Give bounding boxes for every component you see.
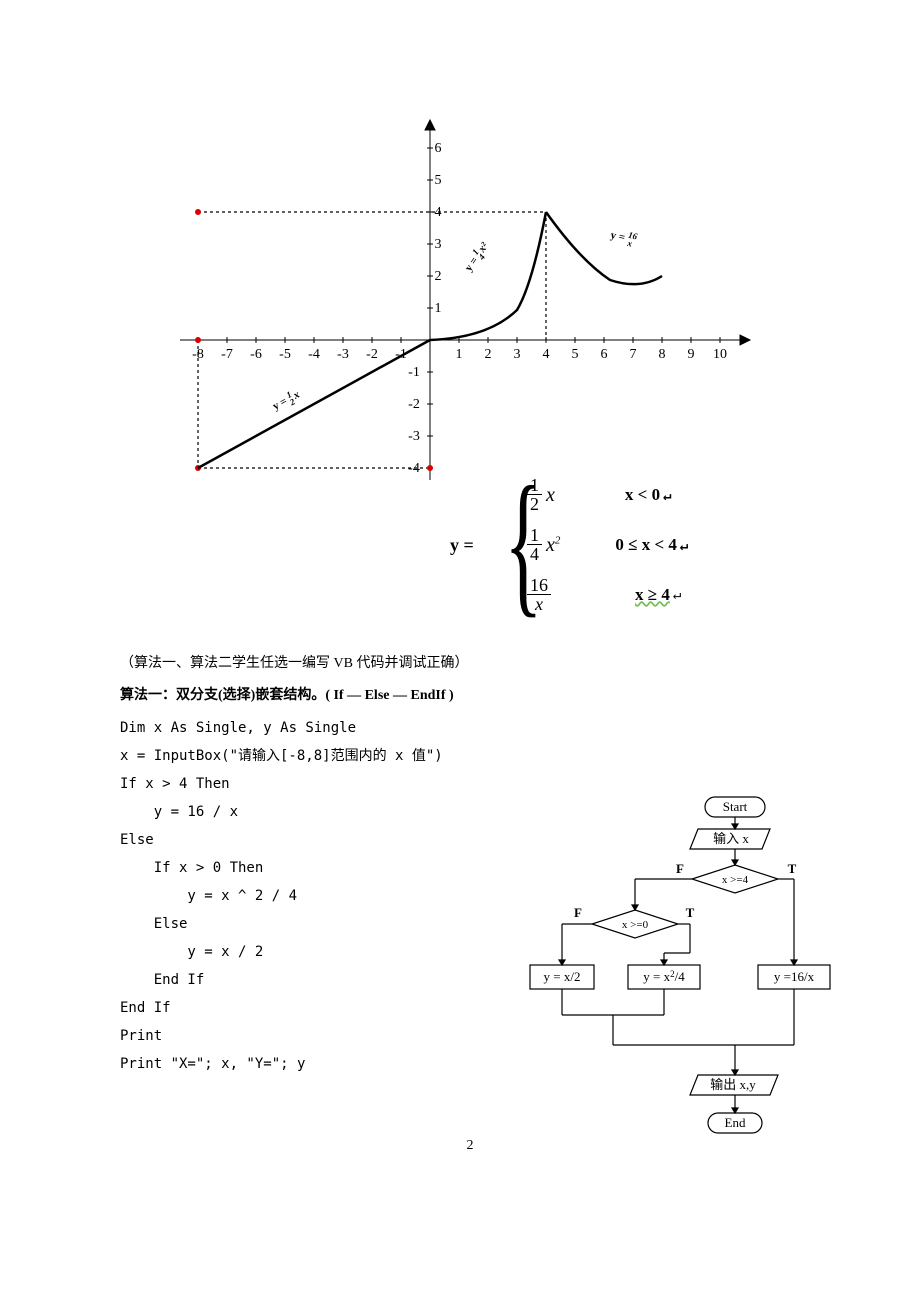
code-line: If x > 4 Then xyxy=(120,770,820,798)
svg-text:-1: -1 xyxy=(408,365,420,380)
svg-text:1: 1 xyxy=(456,347,463,362)
flow-start: Start xyxy=(723,799,748,814)
piecewise-chart: -8-7-6 -5-4-3 -2-1 123 456 78910 123 456… xyxy=(180,80,760,480)
flow-end: End xyxy=(725,1115,746,1130)
svg-text:8: 8 xyxy=(659,347,666,362)
svg-text:2: 2 xyxy=(485,347,492,362)
flow-dec1: x >=4 xyxy=(722,874,749,886)
svg-text:-2: -2 xyxy=(366,347,378,362)
instruction-note: （算法一、算法二学生任选一编写 VB 代码并调试正确） xyxy=(120,650,820,678)
label-hyperbola: y = 16x xyxy=(609,226,639,249)
svg-text:-6: -6 xyxy=(250,347,262,362)
chart-svg: -8-7-6 -5-4-3 -2-1 123 456 78910 123 456… xyxy=(180,80,760,480)
svg-text:9: 9 xyxy=(688,347,695,362)
flow-dec2: x >=0 xyxy=(622,919,649,931)
flow-input: 输入 x xyxy=(713,831,749,846)
brace-icon: { xyxy=(504,462,542,622)
flow-p1: y = x/2 xyxy=(544,969,581,984)
svg-text:-2: -2 xyxy=(408,397,420,412)
code-line: Dim x As Single, y As Single xyxy=(120,714,820,742)
svg-text:7: 7 xyxy=(630,347,637,362)
flow-t2: T xyxy=(686,905,695,920)
flow-p3: y =16/x xyxy=(774,969,815,984)
svg-text:-3: -3 xyxy=(337,347,349,362)
svg-text:3: 3 xyxy=(435,237,442,252)
flow-p2: y = x2/4 xyxy=(643,969,685,984)
svg-text:5: 5 xyxy=(435,173,442,188)
svg-text:2: 2 xyxy=(435,269,442,284)
y-ticks: 123 456 -1-2-3-4 xyxy=(408,141,441,476)
svg-text:3: 3 xyxy=(514,347,521,362)
svg-text:6: 6 xyxy=(601,347,608,362)
label-parabola: y = 14x² xyxy=(460,238,494,275)
svg-text:-7: -7 xyxy=(221,347,233,362)
svg-text:-5: -5 xyxy=(279,347,291,362)
label-line: y = 12x xyxy=(269,386,303,416)
flow-out: 输出 x,y xyxy=(710,1077,756,1092)
svg-text:-3: -3 xyxy=(408,429,420,444)
code-line: x = InputBox("请输入[-8,8]范围内的 x 值") xyxy=(120,742,820,770)
flowchart: Start 输入 x x >=4 x >=0 y = x/2 y = x2/4 … xyxy=(520,795,840,1155)
flow-f2: F xyxy=(574,905,582,920)
svg-text:6: 6 xyxy=(435,141,442,156)
piecewise-formula: y = { 12 x x < 0↵ 14 x2 0 ≤ x < 4↵ 16x x… xyxy=(490,470,790,620)
svg-text:10: 10 xyxy=(713,347,727,362)
svg-text:1: 1 xyxy=(435,301,442,316)
svg-text:5: 5 xyxy=(572,347,579,362)
x-ticks: -8-7-6 -5-4-3 -2-1 123 456 78910 xyxy=(192,347,727,362)
flow-t1: T xyxy=(788,861,797,876)
svg-text:-4: -4 xyxy=(308,347,320,362)
formula-lhs: y = xyxy=(450,535,474,556)
svg-text:4: 4 xyxy=(543,347,550,362)
flow-f1: F xyxy=(676,861,684,876)
algorithm-heading: 算法一：双分支(选择)嵌套结构。( If — Else — EndIf ) xyxy=(120,682,820,710)
